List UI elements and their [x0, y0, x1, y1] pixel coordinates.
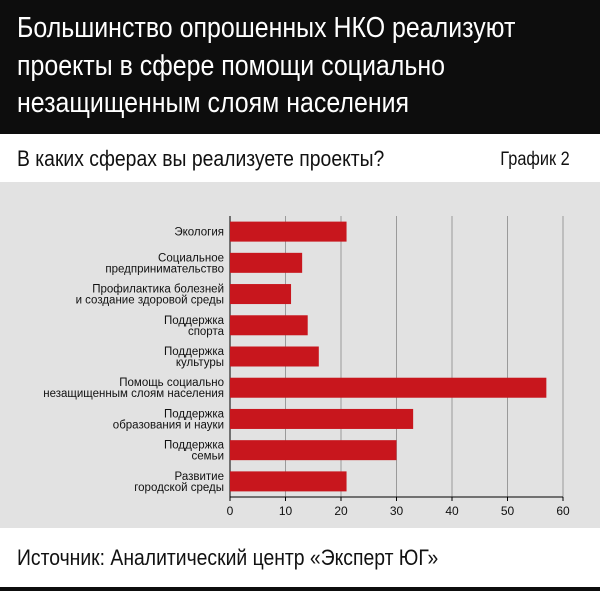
category-label-line: культуры [176, 357, 224, 369]
bar [230, 471, 347, 492]
x-tick-label: 10 [279, 504, 293, 518]
x-tick-label: 20 [334, 504, 348, 518]
bar [230, 221, 347, 242]
category-label-line: Поддержка [164, 440, 225, 452]
category-label-line: образования и науки [113, 419, 224, 431]
x-tick-label: 30 [390, 504, 404, 518]
category-label-line: Социальное [158, 252, 224, 264]
x-tick-label: 60 [556, 504, 570, 518]
graph-number-label: График 2 [500, 149, 570, 170]
bar-chart: 0 10 20 30 40 50 60 Экология Социальное предприни… [43, 216, 570, 518]
category-label-line: и создание здоровой среды [76, 295, 224, 307]
category-label: Экология [174, 227, 224, 239]
category-label-line: спорта [188, 326, 225, 338]
category-label-line: городской среды [134, 482, 224, 494]
headline-line-1: Большинство опрошенных НКО реализуют [17, 12, 516, 44]
chart-question: В каких сферах вы реализуете проекты? [17, 146, 385, 171]
footer: Источник: Аналитический центр «Эксперт Ю… [0, 528, 600, 591]
chart-headline: Большинство опрошенных НКО реализуют про… [17, 10, 516, 123]
category-label-line: предпринимательство [105, 263, 224, 275]
bar [230, 284, 292, 305]
category-label-line: незащищенным слоям населения [43, 388, 224, 400]
category-label: Поддержка образования и науки [113, 408, 225, 431]
category-label-line: Профилактика болезней [92, 284, 224, 296]
bar [230, 440, 397, 461]
category-label-line: Помощь социально [119, 377, 224, 389]
category-label-line: Развитие [175, 471, 224, 483]
category-label: Социальное предпринимательство [105, 252, 224, 275]
category-label-line: Поддержка [164, 346, 225, 358]
category-label-line: Поддержка [164, 408, 225, 420]
chart-panel: 0 10 20 30 40 50 60 Экология Социальное предприни… [0, 182, 600, 528]
category-label: Поддержка спорта [164, 315, 225, 338]
category-label: Развитие городской среды [134, 471, 224, 494]
category-label: Помощь социально незащищенным слоям насел… [43, 377, 224, 400]
bar [230, 346, 319, 367]
category-label: Поддержка семьи [164, 440, 225, 463]
bar [230, 315, 308, 336]
category-label-line: семьи [192, 451, 224, 463]
category-label: Профилактика болезней и создание здоровой… [76, 284, 224, 307]
bar [230, 377, 547, 398]
category-label-line: Поддержка [164, 315, 225, 327]
x-tick-label: 50 [501, 504, 515, 518]
x-tick-label: 0 [227, 504, 234, 518]
headline-line-3: незащищенным слоям населения [17, 87, 410, 119]
bottom-rule [0, 587, 600, 591]
category-label: Поддержка культуры [164, 346, 225, 369]
source-note: Источник: Аналитический центр «Эксперт Ю… [17, 545, 439, 570]
bar [230, 408, 414, 429]
header-banner: Большинство опрошенных НКО реализуют про… [0, 0, 600, 134]
bar [230, 252, 303, 273]
category-label-line: Экология [174, 227, 224, 239]
x-tick-label: 40 [445, 504, 459, 518]
headline-line-2: проекты в сфере помощи социально [17, 49, 445, 82]
